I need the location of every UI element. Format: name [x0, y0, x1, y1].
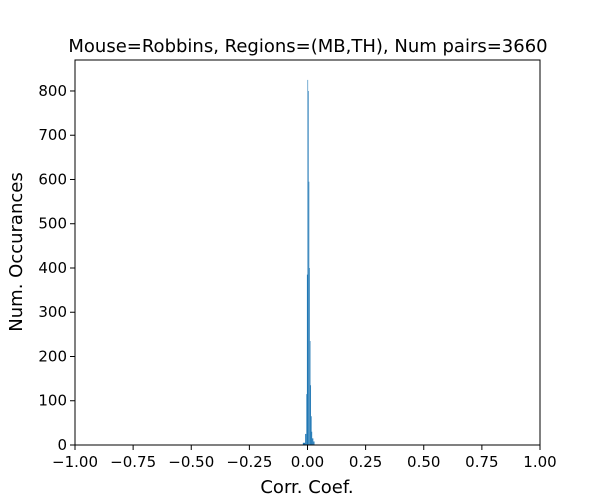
- histogram-bar: [311, 431, 313, 445]
- x-axis-ticks: −1.00 −0.75 −0.50 −0.25 0.00 0.25 0.50 0.75 1.00: [52, 445, 557, 471]
- y-tick-label: 700: [38, 126, 67, 144]
- y-tick-label: 300: [38, 303, 67, 321]
- histogram-bar: [307, 79, 309, 446]
- histogram-bars: [302, 79, 315, 446]
- histogram-bar: [306, 394, 307, 445]
- x-axis-label: Corr. Coef.: [260, 477, 353, 498]
- x-tick-label: −1.00: [52, 453, 98, 471]
- x-tick-label: 0.00: [291, 453, 324, 471]
- x-tick-label: 1.00: [523, 453, 556, 471]
- histogram-bar: [310, 416, 312, 445]
- histogram-bar: [309, 341, 311, 445]
- histogram-bar: [313, 441, 315, 445]
- y-tick-label: 800: [38, 82, 67, 100]
- histogram-bar: [305, 433, 307, 445]
- y-tick-label: 200: [38, 347, 67, 365]
- y-tick-label: 600: [38, 170, 67, 188]
- x-tick-label: 0.50: [407, 453, 440, 471]
- chart-title: Mouse=Robbins, Regions=(MB,TH), Num pair…: [68, 36, 547, 57]
- x-tick-label: 0.75: [465, 453, 498, 471]
- y-axis-ticks: 0 100 200 300 400 500 600 700 800: [38, 82, 75, 454]
- histogram-bar: [312, 438, 314, 445]
- x-tick-label: −0.25: [226, 453, 272, 471]
- y-tick-label: 400: [38, 259, 67, 277]
- histogram-bar: [308, 90, 309, 445]
- x-tick-label: −0.50: [168, 453, 214, 471]
- x-tick-label: 0.25: [349, 453, 382, 471]
- x-tick-label: −0.75: [110, 453, 156, 471]
- histogram-bar: [306, 274, 308, 445]
- histogram-bar: [302, 442, 306, 445]
- histogram-bar: [308, 181, 310, 445]
- y-tick-label: 0: [57, 436, 67, 454]
- y-tick-label: 100: [38, 392, 67, 410]
- y-tick-label: 500: [38, 215, 67, 233]
- y-axis-label: Num. Occurances: [6, 172, 27, 331]
- histogram-bar: [309, 267, 310, 445]
- histogram-bar: [310, 385, 312, 445]
